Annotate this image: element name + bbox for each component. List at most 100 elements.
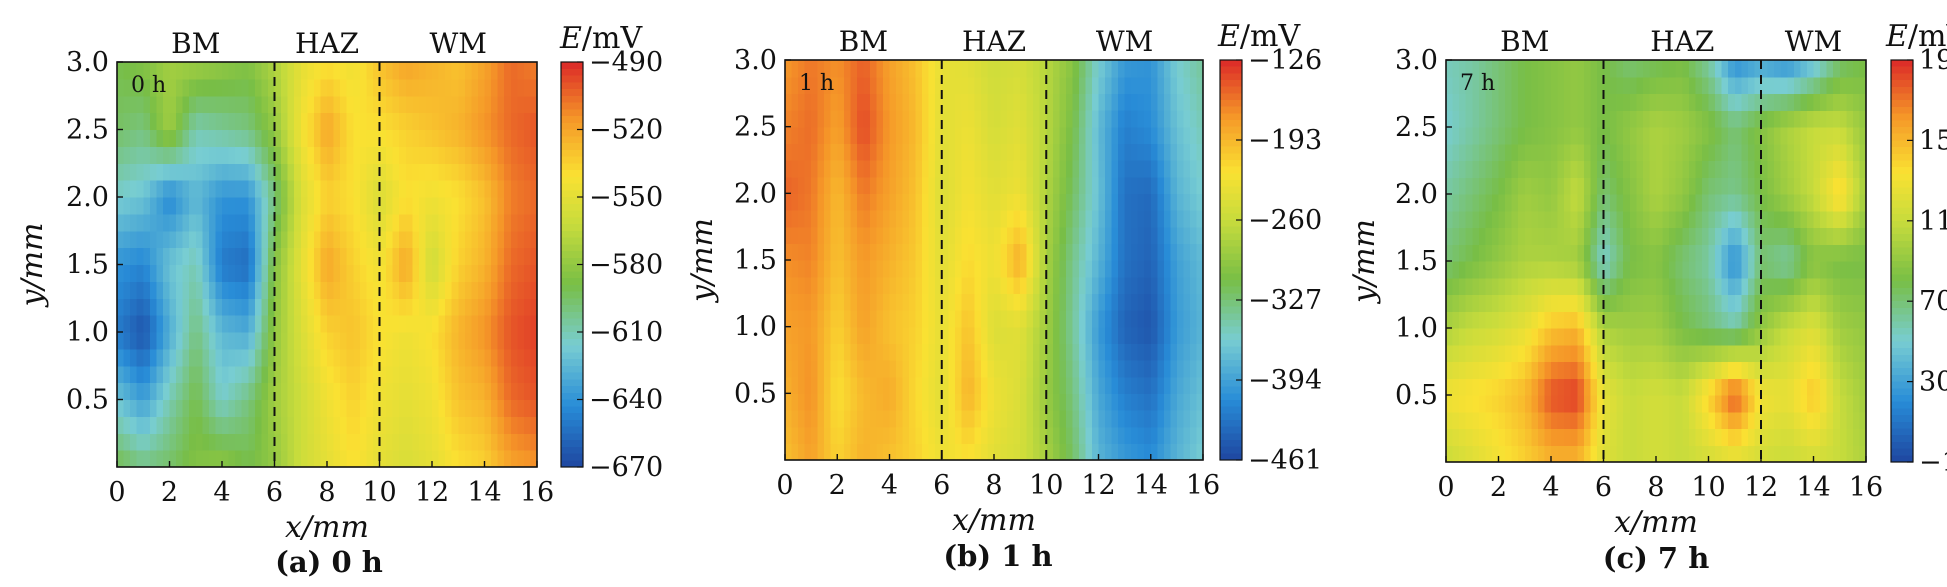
heatmap-cell	[1701, 261, 1710, 279]
heatmap-cell	[405, 332, 413, 350]
heatmap-cell	[1196, 110, 1204, 128]
heatmap-cell	[896, 126, 904, 144]
heatmap-cell	[359, 163, 367, 181]
heatmap-cell	[1059, 126, 1067, 144]
heatmap-cell	[1741, 60, 1749, 78]
heatmap-cell	[1498, 177, 1506, 195]
heatmap-cell	[1052, 443, 1060, 461]
heatmap-cell	[392, 264, 400, 282]
heatmap-cell	[1137, 110, 1145, 128]
heatmap-cell	[1478, 227, 1486, 245]
heatmap-cell	[425, 112, 433, 131]
heatmap-cell	[1072, 326, 1080, 344]
heatmap-cell	[287, 365, 295, 384]
heatmap-cell	[281, 332, 289, 350]
heatmap-cell	[1623, 395, 1631, 413]
heatmap-cell	[1715, 227, 1723, 245]
heatmap-cell	[1111, 176, 1119, 194]
heatmap-cell	[1741, 93, 1749, 111]
heatmap-cell	[1033, 160, 1041, 178]
heatmap-cell	[1551, 261, 1559, 279]
heatmap-cell	[876, 243, 884, 261]
heatmap-cell	[228, 433, 236, 451]
heatmap-cell	[1820, 143, 1828, 162]
heatmap-cell	[1577, 60, 1585, 78]
heatmap-cell	[1846, 328, 1854, 346]
heatmap-cell	[1026, 310, 1034, 328]
heatmap-cell	[418, 180, 427, 198]
heatmap-cell	[1590, 428, 1598, 446]
heatmap-cell	[948, 360, 956, 378]
heatmap-cell	[791, 243, 799, 261]
y-tick-label: 1.5	[1395, 246, 1438, 277]
heatmap-cell	[980, 93, 989, 111]
heatmap-cell	[1642, 395, 1651, 413]
heatmap-cell	[320, 213, 328, 232]
heatmap-cell	[1701, 277, 1710, 296]
colorbar-tick-label: −193	[1248, 125, 1322, 156]
heatmap-cell	[1747, 311, 1756, 329]
heatmap-cell	[1072, 443, 1080, 461]
heatmap-cell	[248, 365, 256, 384]
heatmap-cell	[294, 450, 302, 468]
heatmap-cell	[1800, 328, 1808, 346]
heatmap-cell	[954, 76, 962, 94]
heatmap-cell	[438, 197, 446, 215]
heatmap-cell	[935, 260, 943, 278]
heatmap-cell	[162, 112, 171, 131]
heatmap-cell	[215, 348, 223, 367]
heatmap-cell	[189, 416, 197, 434]
heatmap-cell	[1544, 411, 1552, 430]
heatmap-cell	[1767, 244, 1775, 262]
heatmap-cell	[117, 315, 125, 333]
heatmap-cell	[1052, 393, 1060, 411]
heatmap-cell	[1551, 76, 1559, 95]
heatmap-cell	[491, 433, 499, 451]
heatmap-cell	[1013, 410, 1021, 428]
heatmap-cell	[1839, 445, 1847, 463]
heatmap-cell	[313, 230, 322, 249]
heatmap-cell	[1708, 93, 1716, 111]
heatmap-cell	[863, 426, 871, 444]
heatmap-cell	[869, 276, 878, 294]
heatmap-cell	[510, 315, 518, 333]
heatmap-cell	[1020, 76, 1028, 94]
heatmap-cell	[935, 393, 943, 411]
heatmap-cell	[425, 197, 433, 215]
heatmap-cell	[889, 193, 897, 211]
heatmap-cell	[504, 298, 512, 316]
heatmap-cell	[195, 213, 203, 232]
heatmap-cell	[136, 416, 144, 434]
heatmap-cell	[1701, 428, 1710, 446]
heatmap-cell	[405, 95, 413, 114]
heatmap-cell	[909, 360, 917, 378]
heatmap-cell	[222, 332, 230, 350]
heatmap-cell	[1026, 126, 1034, 144]
heatmap-cell	[1131, 226, 1139, 244]
heatmap-cell	[1544, 277, 1552, 296]
heatmap-cell	[1583, 428, 1591, 446]
heatmap-cell	[1511, 294, 1519, 312]
heatmap-cell	[1636, 395, 1644, 413]
heatmap-cell	[510, 298, 518, 316]
heatmap-cell	[1610, 328, 1618, 346]
heatmap-cell	[117, 247, 125, 266]
heatmap-cell	[987, 360, 995, 378]
heatmap-cell	[863, 276, 871, 294]
heatmap-cell	[1747, 361, 1756, 379]
heatmap-cell	[143, 197, 151, 215]
heatmap-cell	[1196, 226, 1204, 244]
colorbar-segment	[1891, 207, 1913, 215]
heatmap-cell	[386, 399, 394, 417]
heatmap-cell	[169, 146, 177, 164]
heatmap-cell	[1564, 411, 1572, 430]
heatmap-cell	[313, 399, 322, 417]
heatmap-cell	[1734, 311, 1742, 329]
heatmap-cell	[1682, 311, 1690, 329]
heatmap-cell	[974, 310, 982, 328]
colorbar-segment	[1891, 120, 1913, 128]
heatmap-cell	[484, 163, 492, 181]
heatmap-cell	[954, 160, 962, 178]
heatmap-cell	[418, 95, 427, 114]
heatmap-cell	[333, 281, 341, 299]
